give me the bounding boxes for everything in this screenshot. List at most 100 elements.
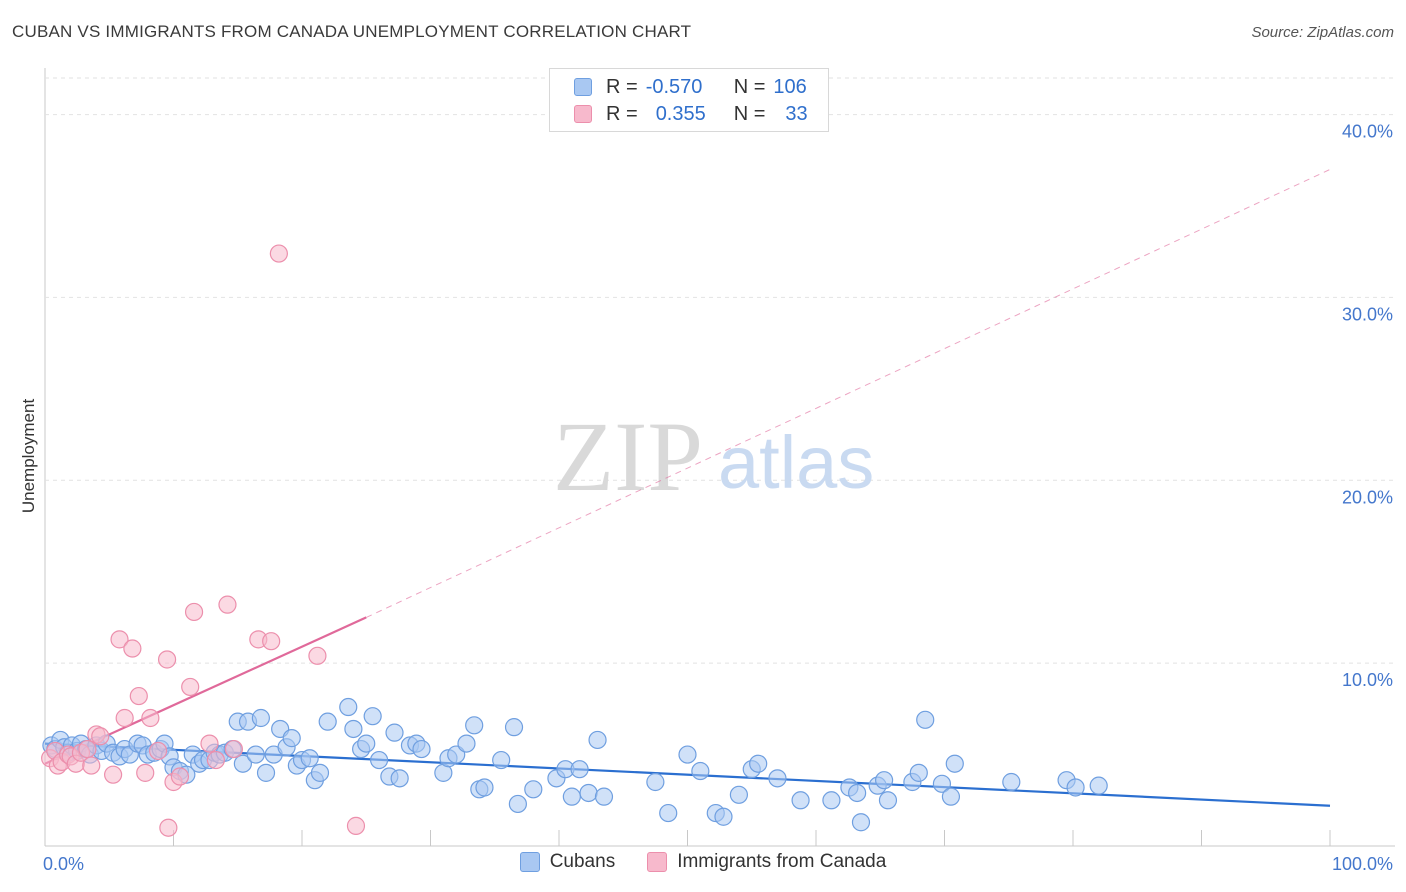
- y-tick-label: 40.0%: [1342, 122, 1393, 142]
- point-canada: [78, 739, 97, 759]
- point-cubans: [791, 791, 810, 810]
- point-cubans: [588, 730, 607, 750]
- point-canada: [262, 632, 281, 651]
- legend-swatch-canada: [574, 105, 592, 123]
- legend-r-key: R =: [606, 75, 638, 98]
- point-canada: [136, 763, 155, 782]
- point-cubans: [524, 780, 543, 799]
- chart-title: CUBAN VS IMMIGRANTS FROM CANADA UNEMPLOY…: [12, 22, 692, 41]
- point-cubans: [941, 787, 961, 806]
- point-cubans: [594, 787, 614, 806]
- point-cubans: [729, 785, 749, 804]
- point-cubans: [412, 739, 431, 759]
- y-tick-label: 20.0%: [1342, 487, 1393, 507]
- legend-r-value: -0.570: [645, 75, 703, 98]
- x-tick-label: 0.0%: [43, 854, 84, 874]
- x-tick-label: 100.0%: [1332, 854, 1393, 874]
- point-cubans: [339, 697, 358, 717]
- point-cubans: [875, 771, 894, 790]
- source-label: Source: ZipAtlas.com: [1251, 24, 1394, 41]
- legend-swatch-canada: [647, 852, 668, 872]
- point-canada: [115, 708, 134, 728]
- legend-n-key: N =: [733, 102, 766, 125]
- point-canada: [91, 727, 110, 746]
- point-cubans: [822, 791, 841, 810]
- point-canada: [218, 595, 237, 614]
- point-canada: [159, 818, 178, 837]
- series-legend: Cubans Immigrants from Canada: [0, 851, 1406, 873]
- point-cubans: [878, 791, 898, 810]
- point-cubans: [768, 769, 787, 788]
- point-cubans: [344, 719, 363, 739]
- point-cubans: [945, 754, 964, 773]
- point-canada: [269, 244, 288, 263]
- point-cubans: [457, 734, 476, 753]
- trend-line-extension: [366, 168, 1331, 618]
- point-cubans: [357, 734, 376, 753]
- point-canada: [346, 816, 366, 835]
- point-cubans: [848, 783, 867, 803]
- legend-row-cubans: R = -0.570 N = 106: [574, 75, 807, 99]
- x-axis-tick-labels: 0.0% 100.0%: [43, 854, 1393, 874]
- y-axis-label: Unemployment: [19, 399, 38, 514]
- point-cubans: [385, 723, 404, 742]
- legend-swatch-cubans: [519, 852, 540, 872]
- point-canada: [184, 602, 204, 622]
- point-cubans: [282, 729, 301, 748]
- point-cubans: [646, 772, 665, 792]
- point-canada: [181, 677, 200, 697]
- point-canada: [104, 765, 123, 784]
- point-cubans: [475, 778, 494, 797]
- point-cubans: [691, 761, 710, 781]
- legend-label-cubans: Cubans: [549, 851, 616, 872]
- point-canada: [308, 646, 327, 665]
- point-canada: [224, 739, 243, 759]
- point-canada: [123, 639, 142, 658]
- point-cubans: [310, 763, 330, 782]
- point-cubans: [916, 710, 935, 729]
- point-cubans: [932, 774, 952, 793]
- legend-r-key: R =: [606, 102, 638, 125]
- data-points: [41, 244, 1108, 837]
- point-canada: [206, 750, 226, 770]
- point-cubans: [714, 807, 733, 826]
- point-canada: [141, 708, 160, 728]
- point-canada: [110, 630, 129, 649]
- watermark-zip: ZIP: [553, 401, 703, 512]
- point-cubans: [370, 750, 389, 770]
- point-cubans: [508, 794, 527, 814]
- point-cubans: [579, 783, 598, 803]
- point-cubans: [492, 750, 511, 770]
- legend-row-canada: R = 0.355 N = 33: [574, 102, 808, 126]
- point-cubans: [570, 760, 589, 779]
- y-tick-label: 30.0%: [1342, 304, 1393, 324]
- point-cubans: [300, 749, 319, 768]
- legend-n-value: 33: [785, 102, 808, 125]
- point-cubans: [562, 787, 581, 806]
- legend-r-value: 0.355: [655, 102, 706, 125]
- point-cubans: [233, 754, 252, 773]
- point-cubans: [363, 707, 382, 726]
- point-cubans: [909, 763, 928, 782]
- point-cubans: [1089, 776, 1108, 795]
- point-cubans: [251, 708, 270, 728]
- watermark-atlas: atlas: [718, 421, 874, 504]
- point-cubans: [246, 745, 265, 764]
- point-cubans: [678, 745, 697, 764]
- legend-swatch-cubans: [574, 78, 592, 96]
- point-canada: [148, 741, 168, 761]
- legend-label-canada: Immigrants from Canada: [677, 851, 887, 872]
- point-cubans: [465, 716, 484, 735]
- point-canada: [129, 686, 148, 706]
- point-canada: [170, 767, 190, 786]
- x-axis-ticks: [44, 830, 1331, 846]
- point-canada: [200, 734, 219, 753]
- point-cubans: [256, 763, 276, 782]
- point-cubans: [659, 803, 678, 823]
- y-axis-tick-labels: 10.0% 20.0% 30.0% 40.0%: [1342, 122, 1393, 691]
- legend-item-cubans: Cubans: [519, 851, 616, 873]
- point-cubans: [749, 754, 768, 773]
- point-cubans: [1002, 772, 1021, 792]
- point-canada: [157, 650, 177, 669]
